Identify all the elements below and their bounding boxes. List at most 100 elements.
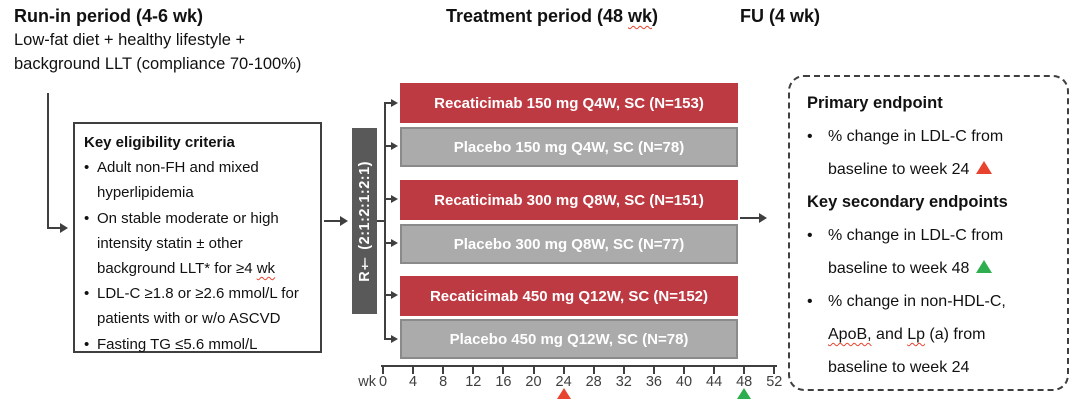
eligibility-line: • Fasting TG ≤5.6 mmol/L [84, 332, 316, 357]
randomization-box: R† (2:1:2:1:2:1) [352, 128, 377, 314]
week48-marker-icon [737, 388, 751, 399]
run-in-period-title: Run-in period (4-6 wk) [14, 6, 203, 26]
arrowhead-arm5-icon [391, 291, 398, 299]
branch-stub-arm4 [384, 242, 392, 244]
eligibility-line: • On stable moderate or high [84, 206, 316, 231]
arm-bar-recaticimab-300: Recaticimab 300 mg Q8W, SC (N=151) [400, 180, 738, 220]
branch-stub-arm1 [384, 102, 392, 104]
randomization-label: R† (2:1:2:1:2:1) [356, 160, 373, 282]
secondary-endpoints-title: Key secondary endpoints [807, 193, 1008, 211]
primary-endpoint-title: Primary endpoint [807, 94, 943, 112]
connector-runin-vertical-line [47, 93, 49, 229]
follow-up-title: FU (4 wk) [740, 6, 821, 26]
endpoint-line: • % change in LDL-C from [807, 219, 1059, 252]
bullet-marker: • [84, 209, 90, 227]
eligibility-line: hyperlipidemia [84, 180, 316, 205]
arm-bar-label: Placebo 450 mg Q12W, SC (N=78) [449, 330, 689, 348]
treatment-title-text: Treatment period (48 [445, 6, 629, 26]
branch-stub-arm3 [384, 198, 392, 200]
run-in-subtitle-line1: Low-fat diet + healthy lifestyle + [14, 31, 246, 49]
arrowhead-arm6-icon [391, 335, 398, 343]
connector-randomization-stub [377, 220, 386, 222]
eligibility-line: intensity statin ± other [84, 231, 316, 256]
run-in-subtitle-line2: background LLT (compliance 70-100%) [14, 55, 302, 73]
connector-arms-to-endpoints-line [740, 217, 760, 219]
bullet-marker: • [807, 227, 813, 244]
bullet-marker: • [807, 128, 813, 145]
eligibility-text: Fasting TG ≤5.6 mmol/L [97, 335, 258, 353]
endpoint-line: ApoB, and Lp (a) from [807, 318, 1059, 351]
eligibility-criteria-box: Key eligibility criteria • Adult non-FH … [73, 122, 322, 353]
treatment-period-title: Treatment period (48 wk) [402, 6, 702, 27]
endpoint-text-wavy-word: Lp [907, 326, 925, 343]
bullet-spacer [84, 256, 97, 281]
eligibility-title: Key eligibility criteria [84, 134, 235, 151]
bullet-marker: • [84, 159, 90, 177]
axis-tick [472, 365, 475, 374]
arrowhead-into-randomization-icon [340, 216, 348, 226]
arrowhead-arm4-icon [391, 239, 398, 247]
eligibility-text: LDL-C ≥1.8 or ≥2.6 mmol/L for [97, 285, 299, 303]
eligibility-text: hyperlipidemia [97, 184, 194, 202]
arrowhead-arm3-icon [391, 195, 398, 203]
connector-eligibility-to-randomization-line [324, 220, 341, 222]
eligibility-line: • Adult non-FH and mixed [84, 155, 316, 180]
axis-tick [592, 365, 595, 374]
axis-unit-label: wk [358, 374, 376, 390]
eligibility-text: intensity statin ± other [97, 234, 243, 252]
endpoint-line: • % change in non-HDL-C, [807, 285, 1059, 318]
endpoint-text: baseline to week 48 [828, 260, 970, 277]
axis-tick [622, 365, 625, 374]
axis-tick-label: 12 [465, 374, 482, 390]
eligibility-line: background LLT* for ≥4 wk [84, 256, 316, 281]
eligibility-text-pre: background LLT* for ≥4 [97, 260, 257, 278]
week24-marker-icon [557, 388, 571, 399]
bullet-marker: • [807, 293, 813, 310]
axis-tick-label: 48 [736, 374, 753, 390]
branch-vertical-line [384, 102, 386, 340]
bullet-spacer [84, 306, 97, 331]
arm-bar-placebo-150: Placebo 150 mg Q4W, SC (N=78) [400, 127, 738, 167]
axis-tick [713, 365, 716, 374]
arrowhead-into-endpoints-icon [759, 213, 767, 223]
axis-tick [773, 365, 776, 374]
axis-tick [442, 365, 445, 374]
axis-tick [382, 365, 384, 374]
treatment-title-wavy-word: wk [628, 6, 653, 26]
axis-tick-label: 40 [675, 374, 693, 390]
arm-bar-label: Placebo 300 mg Q8W, SC (N=77) [453, 235, 685, 253]
arrowhead-arm2-icon [391, 142, 398, 150]
axis-tick [562, 365, 565, 374]
branch-stub-arm2 [384, 145, 392, 147]
axis-tick-label: 4 [409, 374, 418, 390]
arm-bar-placebo-450: Placebo 450 mg Q12W, SC (N=78) [400, 319, 738, 359]
endpoint-line: baseline to week 24 [807, 351, 1059, 384]
eligibility-text: patients with or w/o ASCVD [97, 310, 281, 328]
axis-tick [683, 365, 685, 374]
axis-tick-label: 0 [378, 374, 388, 390]
bullet-marker: • [84, 335, 90, 353]
endpoint-text: baseline to week 24 [828, 161, 970, 178]
axis-tick-label: 52 [766, 374, 783, 390]
arm-bar-label: Recaticimab 450 mg Q12W, SC (N=152) [429, 287, 709, 305]
eligibility-text: background LLT* for ≥4 wk [97, 256, 316, 281]
endpoint-text: and [871, 326, 908, 343]
endpoints-panel: Primary endpoint • % change in LDL-C fro… [788, 75, 1069, 391]
axis-tick-label: 16 [495, 374, 512, 390]
axis-tick [652, 365, 655, 374]
axis-tick-label: 36 [645, 374, 662, 390]
bullet-marker: • [84, 285, 90, 303]
axis-tick-label: 8 [439, 374, 448, 390]
arrowhead-into-eligibility-icon [60, 223, 68, 233]
axis-tick-label: 32 [615, 374, 632, 390]
eligibility-line: patients with or w/o ASCVD [84, 306, 316, 331]
axis-tick [532, 365, 535, 374]
arm-bar-placebo-300: Placebo 300 mg Q8W, SC (N=77) [400, 224, 738, 264]
week48-marker-icon [976, 260, 993, 273]
arm-bar-label: Recaticimab 150 mg Q4W, SC (N=153) [434, 94, 704, 112]
axis-tick-label: 44 [706, 374, 723, 390]
axis-tick [743, 365, 746, 374]
axis-tick-label: 20 [525, 374, 542, 390]
arrowhead-arm1-icon [391, 99, 398, 107]
